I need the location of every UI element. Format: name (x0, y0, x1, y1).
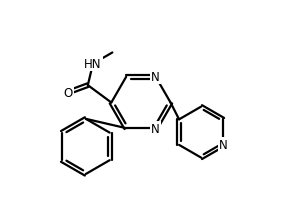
Text: HN: HN (84, 58, 102, 71)
Text: O: O (64, 86, 73, 99)
Text: N: N (151, 122, 160, 135)
Text: N: N (151, 71, 160, 84)
Text: N: N (219, 139, 228, 152)
